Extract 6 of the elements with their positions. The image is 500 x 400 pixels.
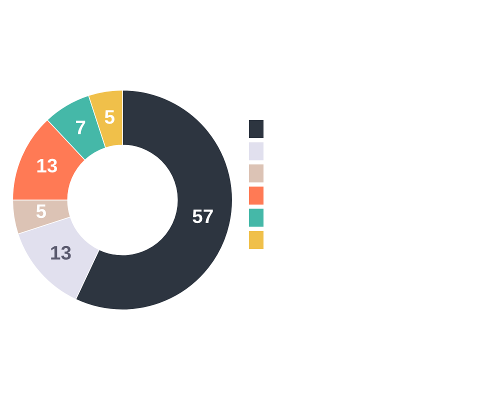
data-label: 57 bbox=[192, 210, 213, 224]
data-label: 13 bbox=[37, 158, 58, 173]
data-label: 13 bbox=[51, 246, 71, 260]
data-label: 5 bbox=[104, 110, 114, 124]
data-label: 5 bbox=[36, 204, 46, 218]
data-label: 7 bbox=[76, 120, 86, 134]
